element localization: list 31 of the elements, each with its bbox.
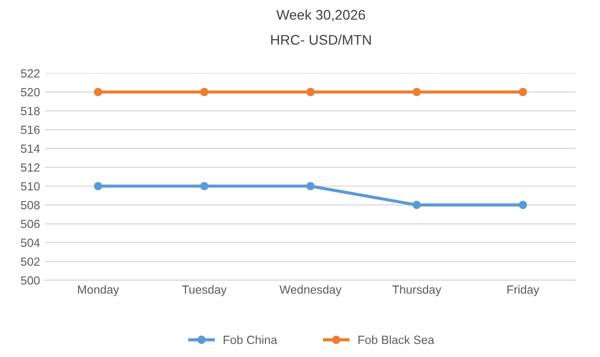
y-tick-label: 510 — [20, 182, 40, 191]
point — [518, 88, 528, 96]
x-tick-label: Thursday — [392, 285, 442, 296]
point — [94, 88, 102, 96]
point — [306, 182, 315, 190]
x-tick-label: Monday — [78, 285, 120, 296]
x-tick-label: Friday — [507, 285, 540, 296]
chart-subtitle: HRC- USD/MTN — [271, 34, 371, 45]
y-tick-label: 508 — [20, 200, 40, 210]
y-tick-label: 506 — [20, 220, 40, 228]
point — [518, 200, 528, 210]
point — [306, 88, 315, 96]
y-tick-label: 500 — [20, 276, 40, 285]
y-tick-label: 512 — [20, 163, 40, 172]
point — [200, 88, 208, 96]
y-tick-label: 502 — [20, 257, 40, 266]
y-tick-label: 504 — [20, 238, 40, 247]
y-tick-label: 522 — [20, 69, 40, 78]
point — [412, 200, 421, 210]
legend-label: Fob China — [224, 335, 278, 344]
y-tick-label: 516 — [20, 126, 40, 134]
y-tick-label: 514 — [20, 144, 40, 153]
y-tick-label: 520 — [20, 88, 40, 96]
point — [412, 88, 421, 96]
legend-label: Fob Black Sea — [358, 335, 434, 344]
x-tick-label: Wednesday — [279, 285, 342, 296]
point — [94, 182, 102, 190]
x-tick-label: Tuesday — [182, 285, 227, 296]
y-tick-label: 518 — [20, 106, 40, 116]
chart-title: Week 30,2026 — [276, 10, 366, 22]
point — [200, 182, 208, 190]
